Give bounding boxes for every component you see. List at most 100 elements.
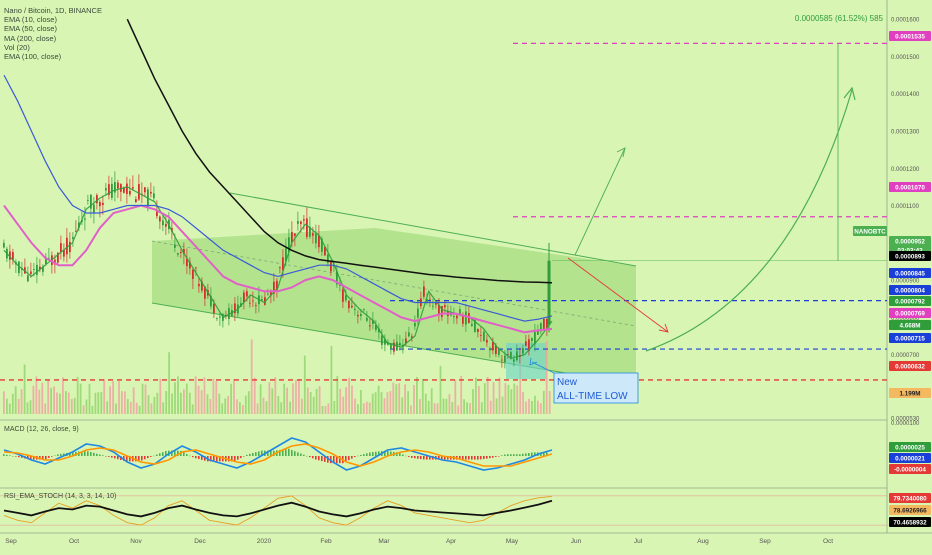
candle-body bbox=[489, 349, 491, 351]
volume-bar bbox=[47, 379, 50, 414]
candle-body bbox=[84, 218, 86, 220]
macd-histogram-bar bbox=[411, 456, 413, 458]
legend-volume: Vol (20) bbox=[4, 42, 30, 52]
candle-body bbox=[36, 264, 38, 275]
price-label-bg bbox=[853, 226, 887, 236]
volume-bar bbox=[289, 401, 291, 414]
macd-label-bg bbox=[889, 464, 931, 474]
signal-line bbox=[3, 443, 553, 467]
macd-histogram-bar bbox=[93, 452, 95, 456]
volume-bar bbox=[401, 397, 404, 414]
x-tick-label: Feb bbox=[320, 538, 332, 545]
macd-histogram-bar bbox=[396, 452, 398, 456]
macd-histogram-bar bbox=[210, 456, 212, 462]
volume-bar bbox=[112, 381, 114, 414]
volume-bar bbox=[539, 403, 542, 414]
macd-histogram-bar bbox=[18, 456, 20, 458]
price-label: 0.0000632 bbox=[895, 364, 925, 371]
volume-bar bbox=[333, 401, 336, 414]
candle-body bbox=[372, 320, 374, 324]
candle-body bbox=[279, 267, 281, 269]
price-label: 4.668M bbox=[899, 323, 920, 330]
macd-histogram-bar bbox=[279, 450, 281, 456]
y-tick-label: 0.0001100 bbox=[891, 204, 920, 210]
macd-histogram-bar bbox=[108, 456, 110, 457]
volume-bar bbox=[427, 400, 430, 414]
candle-body bbox=[444, 305, 446, 308]
macd-histogram-bar bbox=[414, 456, 416, 459]
macd-histogram-bar bbox=[30, 456, 32, 460]
price-label-bg bbox=[889, 320, 931, 330]
macd-histogram-bar bbox=[495, 456, 497, 457]
candle-body bbox=[477, 328, 479, 332]
volume-bar bbox=[351, 385, 353, 414]
volume-bar bbox=[70, 398, 73, 414]
volume-bar bbox=[339, 388, 342, 414]
volume-bar bbox=[277, 395, 280, 414]
candle-body bbox=[525, 341, 527, 346]
x-tick-label: May bbox=[506, 538, 519, 545]
candle-body bbox=[213, 303, 215, 313]
candle-body bbox=[144, 187, 146, 193]
candle-body bbox=[501, 359, 503, 361]
candle-body bbox=[507, 354, 509, 355]
volume-bar bbox=[65, 391, 67, 414]
x-tick-label: Oct bbox=[823, 538, 833, 545]
volume-bar bbox=[436, 403, 439, 414]
volume-bar bbox=[472, 389, 474, 414]
macd-histogram-bar bbox=[345, 456, 347, 462]
annotation-line1: New bbox=[557, 377, 578, 388]
price-label-bg bbox=[889, 251, 931, 261]
green-arrow-head bbox=[616, 147, 626, 158]
volume-bar bbox=[489, 400, 492, 414]
volume-bar bbox=[171, 393, 173, 414]
volume-bar bbox=[504, 383, 507, 414]
macd-histogram-bar bbox=[156, 454, 158, 456]
candle-body bbox=[315, 233, 317, 244]
candle-body bbox=[189, 261, 191, 269]
candle-body bbox=[540, 323, 542, 332]
macd-histogram-bar bbox=[375, 451, 377, 456]
candle-body bbox=[498, 349, 500, 355]
channel-mid-line bbox=[151, 240, 637, 327]
volume-bar bbox=[466, 402, 468, 414]
volume-bar bbox=[486, 377, 489, 414]
candle-body bbox=[375, 325, 377, 330]
price-label-bg bbox=[889, 308, 931, 318]
volume-bar bbox=[439, 365, 442, 414]
candle-body bbox=[123, 187, 125, 193]
macd-histogram-bar bbox=[384, 450, 386, 456]
volume-bar bbox=[312, 396, 315, 414]
volume-bar bbox=[315, 388, 318, 414]
macd-histogram-bar bbox=[204, 456, 206, 461]
macd-histogram-bar bbox=[21, 456, 23, 458]
macd-histogram-bar bbox=[117, 456, 119, 460]
volume-bar bbox=[76, 376, 79, 414]
candle-body bbox=[288, 237, 290, 253]
candle-body bbox=[108, 184, 110, 196]
candle-body bbox=[156, 211, 158, 217]
candle-body bbox=[12, 252, 14, 260]
candle-body bbox=[126, 183, 128, 194]
price-label-bg bbox=[889, 182, 931, 192]
macd-histogram-bar bbox=[186, 454, 188, 456]
price-label: 0.0000769 bbox=[895, 311, 925, 318]
macd-histogram-bar bbox=[294, 451, 296, 456]
macd-histogram-bar bbox=[288, 448, 290, 456]
volume-bar bbox=[177, 376, 179, 414]
volume-bar bbox=[150, 403, 153, 414]
candle-body bbox=[270, 291, 272, 296]
macd-histogram-bar bbox=[90, 452, 92, 456]
y-tick-label: 0.0001400 bbox=[891, 92, 920, 98]
candle-body bbox=[33, 269, 35, 270]
macd-value-label: 0.0000021 bbox=[895, 456, 925, 463]
volume-bar bbox=[29, 400, 32, 414]
volume-bar bbox=[357, 404, 359, 414]
macd-histogram-bar bbox=[360, 454, 362, 456]
legend-ema10: EMA (10, close) bbox=[4, 15, 57, 25]
x-tick-label: Sep bbox=[759, 538, 771, 545]
volume-bar bbox=[144, 384, 147, 414]
volume-bar bbox=[389, 391, 392, 414]
candle-body bbox=[441, 306, 443, 318]
